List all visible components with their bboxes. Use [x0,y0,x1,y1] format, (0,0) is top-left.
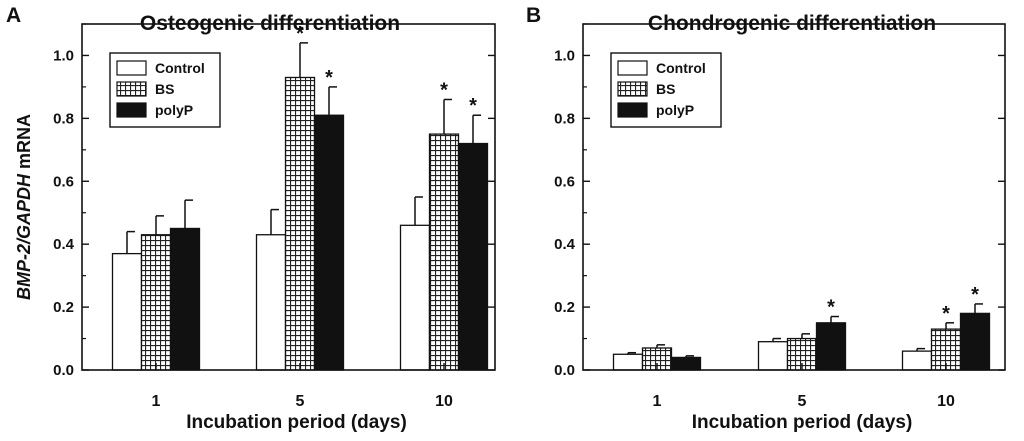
x-tick-label: 1 [653,393,662,410]
y-tick-label: 1.0 [554,47,575,64]
legend-label-polyp: polyP [656,102,694,118]
x-tick-label: 5 [798,393,807,410]
plot-frame [81,23,496,371]
x-tick-label: 5 [296,393,305,410]
bar-bs-day-5 [284,76,316,371]
significance-star: * [296,23,304,45]
significance-star: * [469,95,477,117]
significance-star: * [942,303,950,325]
y-tick-label: 0.6 [554,173,575,190]
y-tick-label: 0.8 [554,110,575,127]
panel-A: A Osteogenic differentiation****0.00.20.4… [6,4,496,433]
legend-label-bs: BS [155,81,174,97]
plot-frame [582,23,1006,371]
bar-polyp-day-5 [313,114,345,371]
legend-swatch-control [617,60,648,76]
legend-swatch-polyp [116,102,147,118]
y-tick-label: 0.6 [53,173,74,190]
legend-swatch-control [116,60,147,76]
y-axis-label-italic: BMP-2/GAPDH [14,173,34,300]
y-tick-label: 0.2 [53,299,74,316]
legend-label-control: Control [155,60,205,76]
y-axis-label-rest: mRNA [14,114,34,174]
y-tick-label: 0.4 [53,236,75,253]
bar-bs-day-1 [140,234,172,371]
x-tick-label: 1 [152,393,161,410]
y-tick-label: 0.8 [53,110,74,127]
legend-label-control: Control [656,60,706,76]
legend-label-polyp: polyP [155,102,193,118]
legend-swatch-polyp [617,102,648,118]
bar-polyp-day-10 [959,312,991,371]
x-axis-label: Incubation period (days) [186,412,407,433]
y-tick-label: 0.2 [554,299,575,316]
bar-control-day-1 [111,252,143,371]
x-tick-label: 10 [937,393,955,410]
bar-polyp-day-5 [815,322,847,371]
significance-star: * [440,79,448,101]
legend-swatch-bs [116,81,147,97]
significance-star: * [971,284,979,306]
y-axis-label: BMP-2/GAPDH mRNA [14,114,34,300]
significance-star: * [827,297,835,319]
bar-control-day-5 [255,234,287,371]
y-tick-label: 0.0 [53,362,74,379]
bar-control-day-5 [757,341,789,371]
bar-polyp-day-1 [169,227,201,371]
y-tick-label: 0.4 [554,236,576,253]
bar-control-day-10 [399,224,431,371]
panel-letter: B [526,4,541,27]
x-axis-label: Incubation period (days) [692,412,913,433]
bar-polyp-day-10 [457,142,489,371]
bar-polyp-day-1 [670,356,702,371]
x-tick-label: 10 [435,393,453,410]
significance-star: * [325,67,333,89]
panel-letter: A [6,4,21,27]
bar-bs-day-10 [428,133,460,371]
y-tick-label: 0.0 [554,362,575,379]
panel-B: B Chondrogenic differentiation***0.00.20.… [526,4,1006,433]
y-tick-label: 1.0 [53,47,74,64]
bar-control-day-1 [612,353,644,371]
bar-control-day-10 [901,350,933,371]
legend-swatch-bs [617,81,648,97]
legend-label-bs: BS [656,81,675,97]
